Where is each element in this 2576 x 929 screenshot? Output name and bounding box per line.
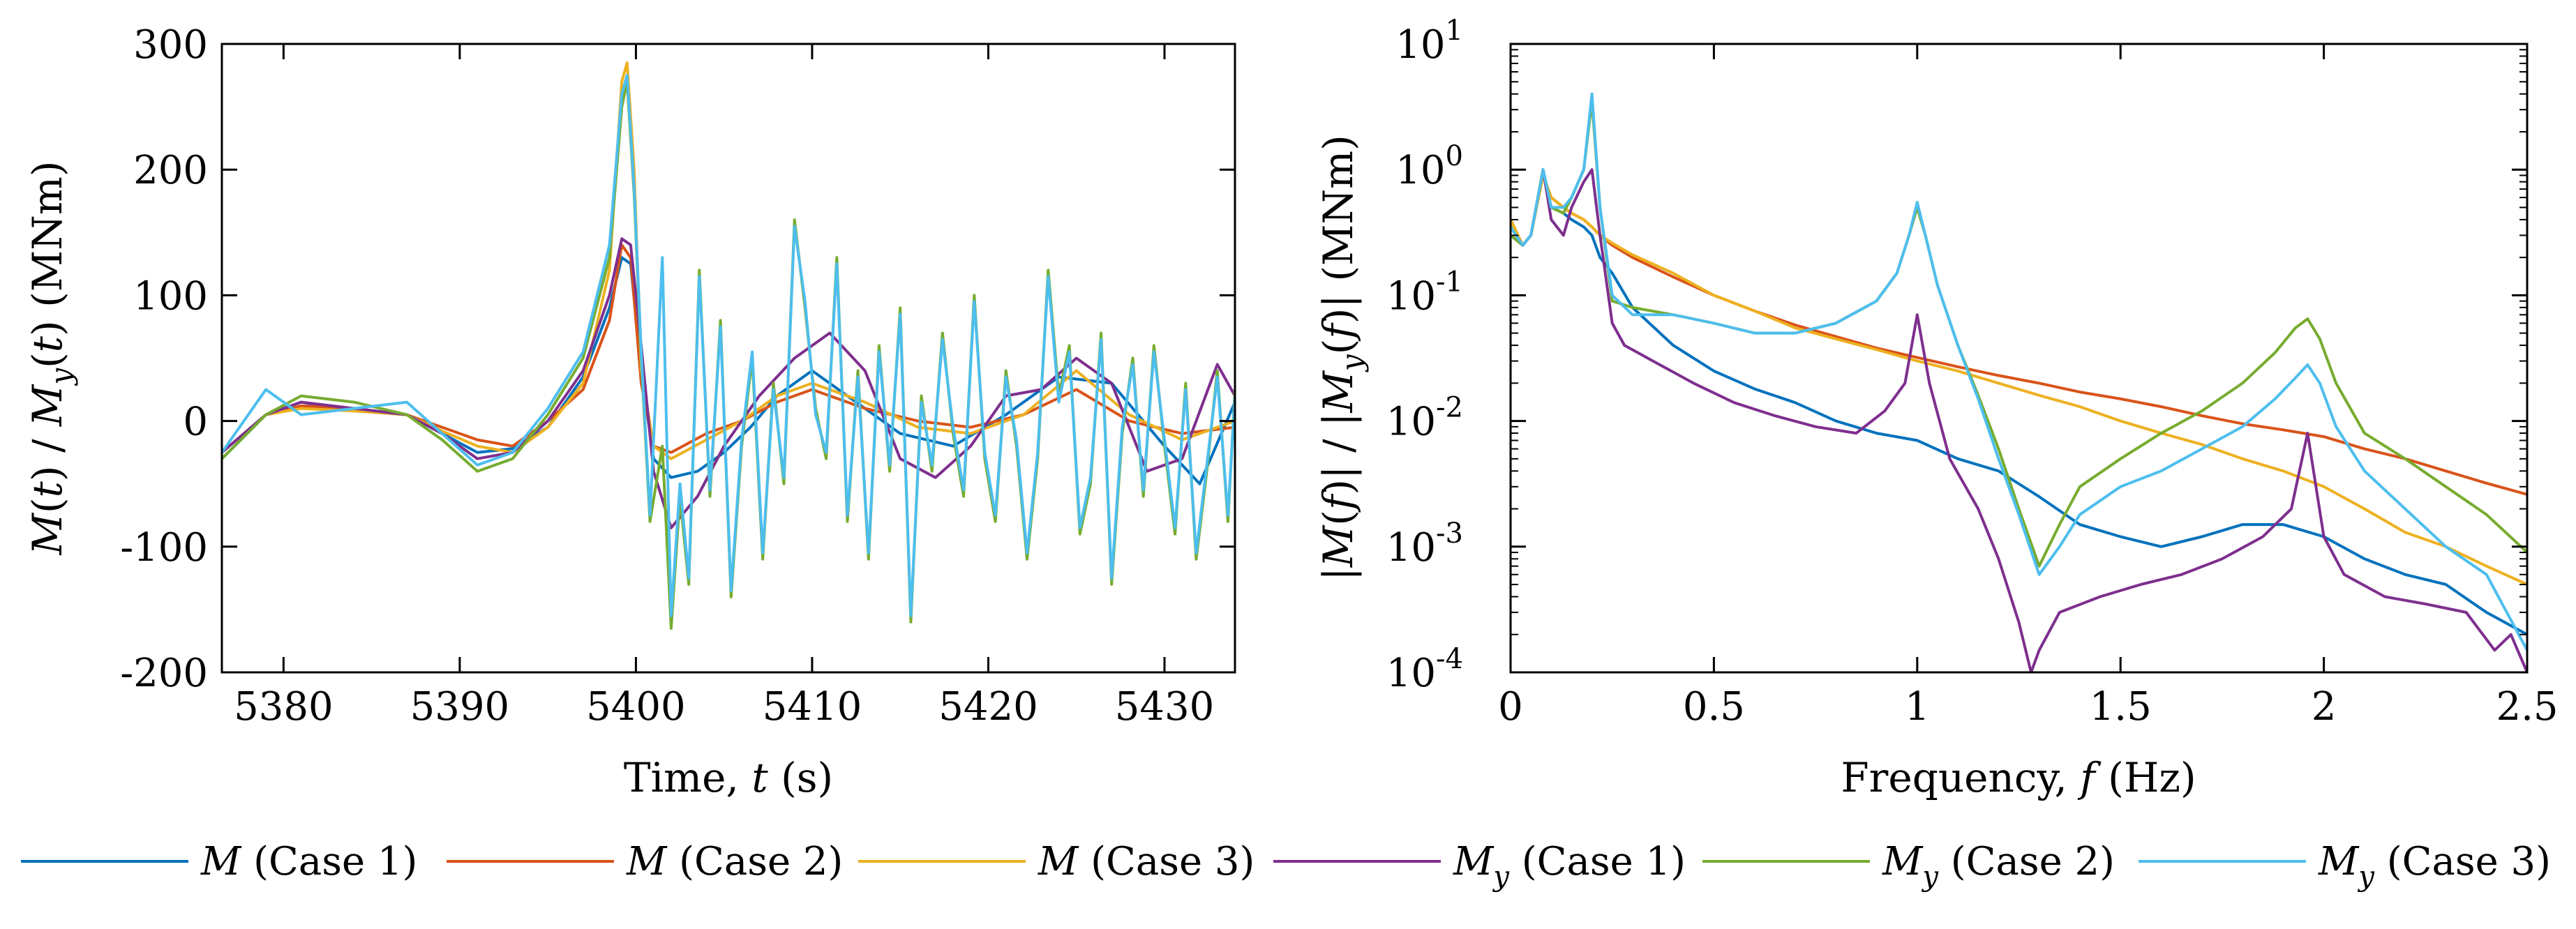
y-tick-label: -200: [120, 651, 208, 696]
spectrum-chart: 0 0.5 1 1.5 2 2.5 10-4 10-3 10-2 10-1 100 101 Frequ…: [1315, 15, 2559, 801]
y-tick-label: -100: [120, 525, 208, 571]
x-tick-label: 1.5: [2090, 684, 2152, 730]
spectrum-ylabel: |M(f)| / |My(f)| (MNm): [1315, 135, 1369, 580]
y-tick-label: 10-4: [1386, 643, 1463, 696]
legend-label: M (Case 1): [200, 839, 417, 884]
legend-entry-4: My (Case 1): [1273, 839, 1686, 893]
time-series-ticks: 5380 5390 5400 5410 5420 5430 -200 -100 0 100 200 3…: [120, 22, 1235, 730]
y-tick-label: 10-3: [1386, 518, 1463, 571]
legend-entry-6: My (Case 3): [2139, 839, 2551, 893]
x-tick-label: 5390: [410, 684, 510, 730]
x-tick-label: 2: [2312, 684, 2337, 730]
x-tick-label: 0.5: [1683, 684, 1745, 730]
legend-label: My (Case 1): [1453, 839, 1686, 893]
legend-entry-3: M (Case 3): [858, 839, 1255, 884]
y-tick-label: 100: [1395, 140, 1463, 193]
x-tick-label: 0: [1498, 684, 1523, 730]
time-ylabel: M(t) / My(t) (MNm): [24, 161, 78, 556]
y-tick-label: 300: [133, 22, 208, 68]
legend: M (Case 1) M (Case 2) M (Case 3) My (Case 1…: [21, 839, 2551, 893]
legend-label: My (Case 3): [2318, 839, 2551, 893]
x-tick-label: 5430: [1115, 684, 1215, 730]
x-tick-label: 5410: [763, 684, 862, 730]
legend-entry-1: M (Case 1): [21, 839, 417, 884]
x-tick-label: 5400: [586, 684, 686, 730]
y-tick-label: 101: [1395, 15, 1463, 68]
legend-label: My (Case 2): [1882, 839, 2115, 893]
y-tick-label: 10-1: [1386, 266, 1463, 319]
x-tick-label: 5380: [234, 684, 334, 730]
time-xlabel: Time, t (s): [624, 754, 833, 801]
legend-entry-5: My (Case 2): [1702, 839, 2115, 893]
legend-entry-2: M (Case 2): [447, 839, 843, 884]
y-tick-label: 200: [133, 148, 208, 193]
series-line-3: [1511, 174, 2527, 586]
x-tick-label: 5420: [938, 684, 1038, 730]
series-line-6: [222, 74, 1235, 617]
series-line-6: [1511, 92, 2527, 651]
spectrum-ticks: 0 0.5 1 1.5 2 2.5 10-4 10-3 10-2 10-1 100 101: [1386, 15, 2559, 730]
time-series-chart: 5380 5390 5400 5410 5420 5430 -200 -100 0 100 200 3…: [24, 22, 1236, 801]
spectrum-lines: [1511, 92, 2527, 672]
frequency-xlabel: Frequency, f (Hz): [1841, 754, 2196, 801]
time-series-axes-box: [220, 43, 1236, 674]
y-tick-label: 100: [133, 273, 208, 319]
series-line-4: [1511, 168, 2527, 672]
y-tick-label: 10-2: [1386, 392, 1463, 445]
x-tick-label: 1: [1905, 684, 1930, 730]
x-tick-label: 2.5: [2496, 684, 2558, 730]
y-tick-label: 0: [183, 400, 208, 445]
spectrum-axes-box: [1509, 43, 2529, 674]
legend-label: M (Case 3): [1038, 839, 1255, 884]
time-series-lines: [222, 61, 1235, 630]
legend-label: M (Case 2): [626, 839, 843, 884]
